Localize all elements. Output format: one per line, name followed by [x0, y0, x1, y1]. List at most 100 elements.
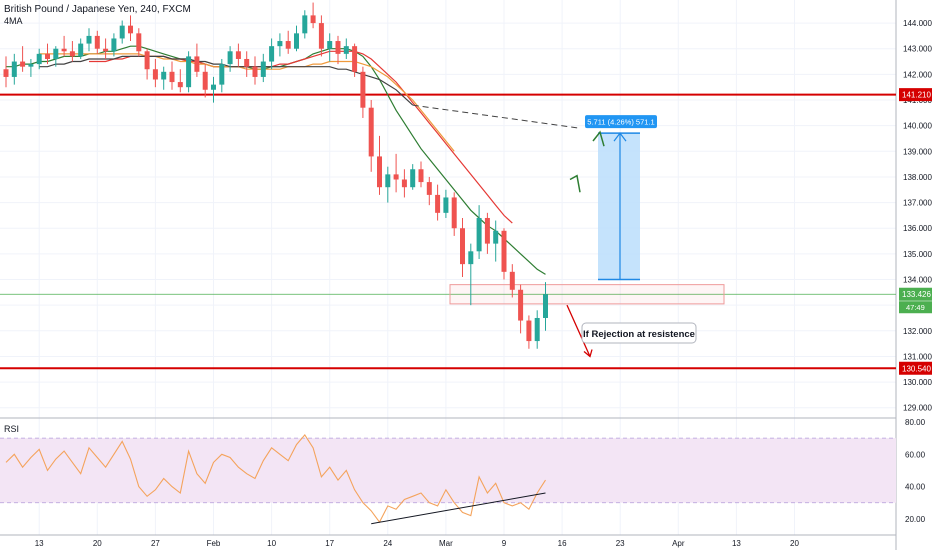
- rsi-tick-label: 80.00: [905, 418, 926, 427]
- candle-body: [343, 46, 349, 54]
- candle-body: [310, 15, 316, 24]
- price-tick-label: 142.000: [903, 70, 932, 79]
- candle-body: [186, 56, 192, 88]
- rsi-line: [5, 433, 546, 524]
- candle-body: [443, 197, 449, 213]
- rsi-tick-label: 20.00: [905, 515, 926, 524]
- annotation-box: [581, 322, 697, 344]
- candle-body: [401, 179, 407, 188]
- candle-body: [377, 156, 382, 188]
- support-price-badge: 130.540: [902, 364, 931, 373]
- support-price-badge-bg: [899, 361, 932, 375]
- annotation-text: If Rejection at resistence: [583, 329, 695, 340]
- target-range-label-bg: [585, 115, 657, 129]
- resistance-zone: [449, 284, 725, 305]
- candle-body: [526, 320, 532, 342]
- candle-body: [136, 33, 142, 52]
- candle-body: [28, 64, 34, 67]
- time-tick-label: 20: [790, 539, 799, 548]
- ma-label: 4MA: [4, 16, 23, 26]
- price-tick-label: 143.000: [903, 45, 932, 54]
- candle-body: [161, 71, 167, 80]
- price-tick-label: 138.000: [903, 173, 932, 182]
- resistance-price-badge-bg: [899, 88, 932, 102]
- candle-body: [119, 25, 125, 39]
- candle-body: [235, 51, 241, 59]
- time-tick-label: Feb: [207, 539, 221, 548]
- candle-body: [518, 289, 524, 321]
- time-tick-label: 27: [151, 539, 160, 548]
- candle-body: [418, 169, 424, 183]
- candle-body: [285, 41, 291, 49]
- time-tick-label: 13: [732, 539, 741, 548]
- candle-body: [509, 271, 515, 290]
- candle-body: [20, 61, 26, 67]
- price-tick-label: 137.000: [903, 199, 932, 208]
- rsi-tick-label: 60.00: [905, 450, 926, 459]
- candle-body: [335, 41, 341, 54]
- candle-body: [211, 84, 216, 90]
- bullish-path-arrow-2: [592, 130, 605, 147]
- current-price-badge: 133.426: [902, 290, 931, 299]
- candle-body: [393, 174, 399, 180]
- candle-body: [244, 58, 250, 67]
- candle-body: [352, 46, 358, 72]
- ma200-projection: [412, 104, 581, 129]
- price-tick-label: 129.000: [903, 404, 932, 413]
- price-tick-label: 134.000: [903, 276, 932, 285]
- time-tick-label: 23: [616, 539, 625, 548]
- candle-body: [410, 169, 416, 188]
- price-tick-label: 144.000: [903, 19, 932, 28]
- time-tick-label: 17: [325, 539, 334, 548]
- candle-body: [327, 41, 333, 49]
- candle-body: [111, 38, 117, 52]
- candle-body: [128, 25, 133, 34]
- time-tick-label: Mar: [439, 539, 453, 548]
- candle-body: [194, 56, 200, 72]
- candle-body: [36, 53, 42, 65]
- candle-body: [368, 107, 374, 157]
- current-price-badge-bg: [899, 287, 932, 301]
- resistance-price-badge: 141.210: [902, 91, 931, 100]
- candle-body: [69, 51, 75, 57]
- candle-body: [53, 48, 59, 59]
- price-tick-label: 130.000: [903, 378, 932, 387]
- candle-body: [61, 48, 67, 52]
- candle-body: [94, 35, 100, 49]
- price-tick-label: 131.000: [903, 352, 932, 361]
- candle-body: [227, 51, 233, 65]
- time-tick-label: 16: [558, 539, 567, 548]
- candle-body: [78, 43, 84, 57]
- candle-body: [202, 71, 208, 90]
- candle-body: [45, 53, 50, 59]
- candle-body: [11, 61, 17, 77]
- candle-body: [468, 251, 474, 265]
- price-tick-label: 140.000: [903, 122, 932, 131]
- candle-body: [302, 15, 308, 34]
- bearish-arrow-shaft: [566, 304, 591, 357]
- countdown-badge-bg: [899, 301, 932, 314]
- candle-body: [3, 69, 9, 77]
- candle-body: [144, 51, 150, 70]
- candle-body: [152, 69, 158, 80]
- price-tick-label: 136.000: [903, 224, 932, 233]
- candle-body: [177, 82, 183, 88]
- candle-body: [435, 194, 441, 213]
- time-tick-label: 9: [502, 539, 507, 548]
- time-tick-label: 20: [93, 539, 102, 548]
- candle-body: [426, 182, 432, 195]
- price-tick-label: 139.000: [903, 147, 932, 156]
- time-tick-label: Apr: [672, 539, 685, 548]
- candle-body: [385, 174, 391, 188]
- bullish-path-arrow-1: [569, 174, 581, 193]
- candle-body: [493, 230, 499, 244]
- candle-body: [543, 294, 548, 318]
- candle-body: [219, 64, 225, 85]
- bearish-arrow-head: [583, 349, 593, 358]
- rsi-tick-label: 40.00: [905, 483, 926, 492]
- countdown-badge: 47:49: [906, 303, 925, 312]
- candle-body: [269, 46, 275, 62]
- candle-body: [451, 197, 457, 229]
- price-tick-label: 132.000: [903, 327, 932, 336]
- candle-body: [103, 48, 109, 52]
